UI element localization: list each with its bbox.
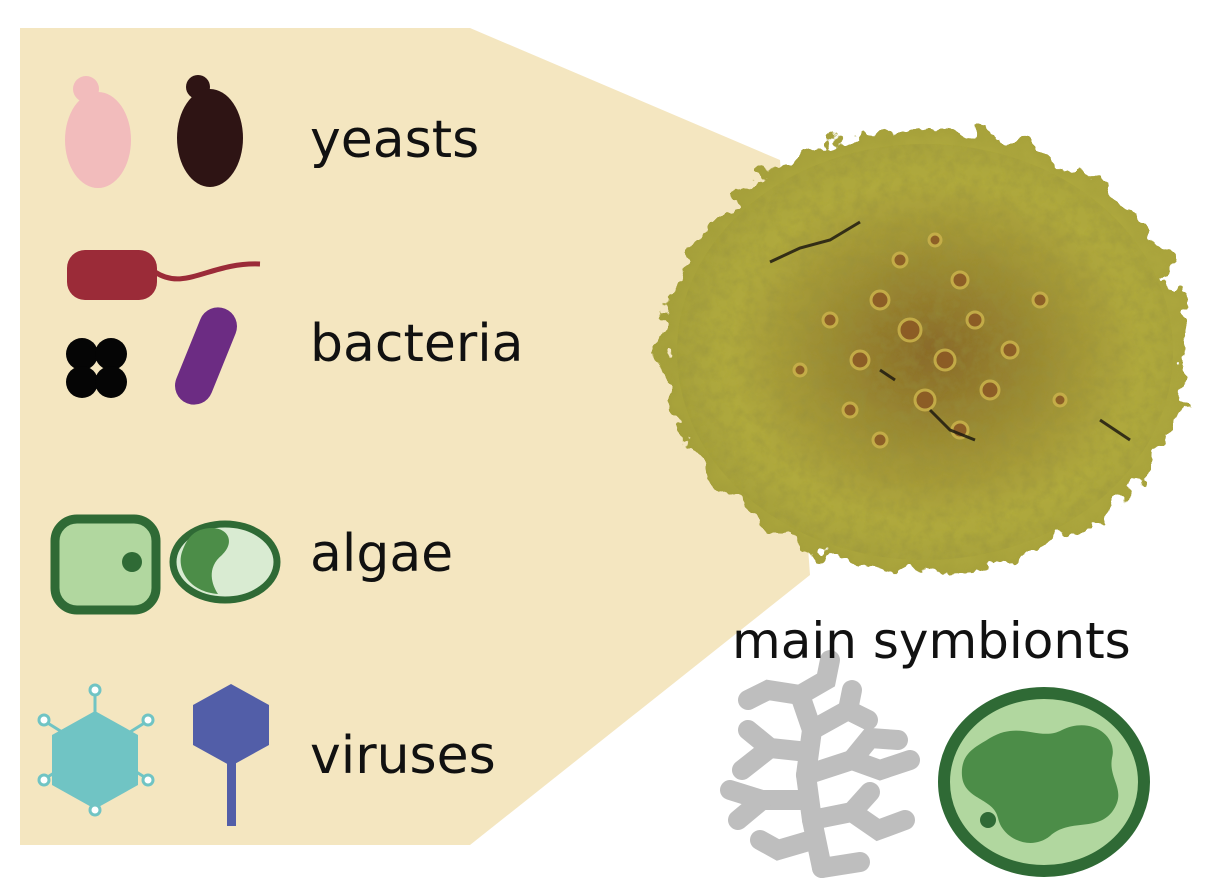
callout-panel [20, 28, 810, 845]
fungal-hyphae-icon [720, 650, 920, 878]
main-symbionts-label: main symbionts [732, 612, 1131, 670]
bacteria-label: bacteria [310, 314, 524, 374]
yeast-light-icon [65, 76, 131, 188]
algal-cell-crescent-icon [169, 520, 281, 604]
algal-cell-icon [50, 514, 161, 615]
coccus-cluster-icon [66, 338, 127, 398]
yeast-dark-icon [177, 75, 243, 187]
lichen-thallus-image [663, 128, 1187, 572]
bacteriophage-icon [193, 684, 269, 826]
viruses-label: viruses [310, 726, 496, 786]
yeasts-label: yeasts [310, 110, 480, 170]
rod-bacterium-icon [175, 307, 237, 405]
photobiont-cell-icon [938, 687, 1150, 877]
virus-capsid-icon [37, 683, 155, 817]
algae-label: algae [310, 524, 454, 584]
bacterium-flagellum-icon [67, 250, 261, 300]
